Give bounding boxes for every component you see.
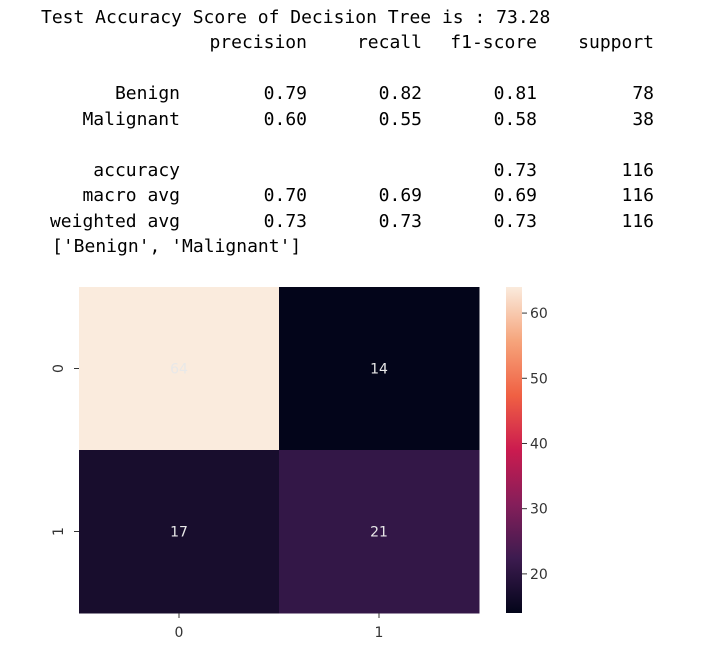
row-label: accuracy [93, 160, 180, 181]
colorbar-tick-label: 40 [530, 436, 548, 452]
row-label: Malignant [82, 109, 180, 130]
y-tick-label: 1 [51, 527, 67, 536]
header-f1-score: f1-score [450, 32, 537, 53]
row-recall: 0.69 [378, 185, 422, 206]
colorbar-tick-label: 50 [530, 371, 548, 387]
report-row-accuracy: accuracy 0.73 116 [0, 158, 654, 184]
row-recall: 0.73 [378, 211, 422, 232]
header-precision: precision [209, 32, 307, 53]
y-tick-label: 0 [51, 364, 67, 373]
header-recall: recall [356, 32, 422, 53]
heatmap-cells: 64 14 17 21 [79, 287, 480, 614]
report-row-macro-avg: macro avg 0.70 0.69 0.69 116 [0, 183, 654, 209]
x-tick-label: 1 [375, 625, 384, 641]
row-precision: 0.79 [263, 83, 307, 104]
row-f1: 0.73 [493, 160, 537, 181]
cell-value-label: 17 [170, 525, 188, 541]
row-support: 38 [632, 109, 654, 130]
row-support: 116 [621, 160, 654, 181]
report-row-malignant: Malignant 0.60 0.55 0.58 38 [0, 107, 654, 133]
colorbar-gradient [506, 287, 522, 613]
heatmap-cell [79, 450, 280, 614]
row-support: 116 [621, 211, 654, 232]
row-f1: 0.73 [493, 211, 537, 232]
heatmap-cell [279, 450, 480, 614]
colorbar: 20 30 40 50 60 [506, 287, 548, 613]
row-label: Benign [114, 83, 180, 104]
accuracy-line: Test Accuracy Score of Decision Tree is … [0, 5, 550, 31]
row-label: weighted avg [49, 211, 180, 232]
report-row-weighted-avg: weighted avg 0.73 0.73 0.73 116 [0, 209, 654, 235]
labels-list-line: ['Benign', 'Malignant'] [0, 234, 301, 260]
heatmap-cell [279, 287, 480, 451]
row-precision: 0.73 [263, 211, 307, 232]
cell-value-label: 21 [370, 525, 388, 541]
labels-list-text: ['Benign', 'Malignant'] [52, 236, 302, 257]
row-precision: 0.60 [263, 109, 307, 130]
cell-value-label: 64 [170, 362, 188, 378]
header-support: support [578, 32, 654, 53]
row-support: 116 [621, 185, 654, 206]
heatmap-axes: 0 1 0 1 [51, 364, 383, 641]
row-f1: 0.58 [493, 109, 537, 130]
colorbar-tick-label: 60 [530, 306, 548, 322]
row-f1: 0.69 [493, 185, 537, 206]
report-row-benign: Benign 0.79 0.82 0.81 78 [0, 81, 654, 107]
colorbar-tick-label: 20 [530, 567, 548, 583]
x-tick-label: 0 [175, 625, 184, 641]
row-recall: 0.55 [378, 109, 422, 130]
row-label: macro avg [82, 185, 180, 206]
row-recall: 0.82 [378, 83, 422, 104]
heatmap-cell [79, 287, 280, 451]
row-precision: 0.70 [263, 185, 307, 206]
row-support: 78 [632, 83, 654, 104]
cell-value-label: 14 [370, 362, 388, 378]
colorbar-tick-label: 30 [530, 502, 548, 518]
row-f1: 0.81 [493, 83, 537, 104]
report-header: precision recall f1-score support [0, 30, 654, 56]
accuracy-text: Test Accuracy Score of Decision Tree is … [41, 7, 551, 28]
